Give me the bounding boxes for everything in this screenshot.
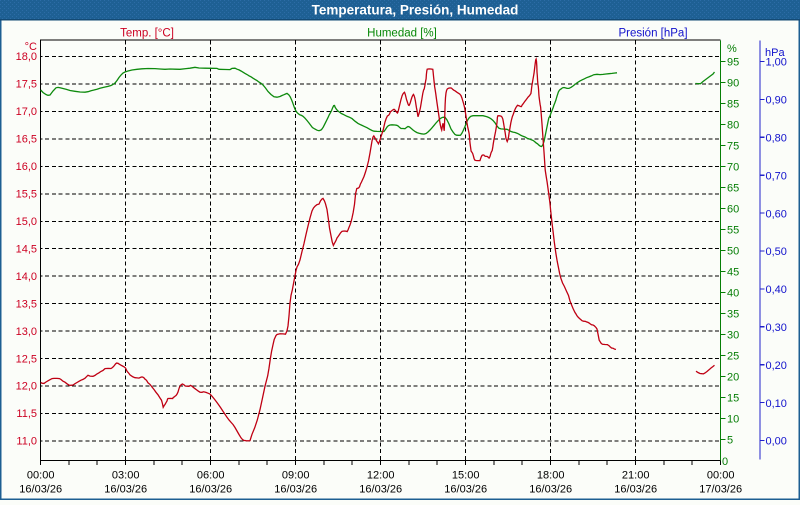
svg-text:21:00: 21:00	[622, 470, 650, 482]
svg-text:16/03/26: 16/03/26	[444, 484, 487, 496]
svg-text:15:00: 15:00	[452, 470, 480, 482]
svg-text:0,40: 0,40	[766, 284, 787, 296]
svg-text:65: 65	[727, 183, 739, 195]
svg-text:13,5: 13,5	[16, 298, 37, 310]
svg-text:0: 0	[722, 456, 728, 468]
svg-text:16/03/26: 16/03/26	[19, 484, 62, 496]
svg-text:25: 25	[727, 351, 739, 363]
svg-text:40: 40	[727, 288, 739, 300]
svg-text:0,00: 0,00	[766, 436, 787, 448]
svg-text:15,5: 15,5	[16, 189, 37, 201]
svg-text:13,0: 13,0	[16, 326, 37, 338]
svg-text:90: 90	[727, 78, 739, 90]
svg-text:15,0: 15,0	[16, 216, 37, 228]
svg-text:16/03/26: 16/03/26	[529, 484, 572, 496]
svg-text:0,20: 0,20	[766, 360, 787, 372]
svg-text:35: 35	[727, 309, 739, 321]
svg-text:15: 15	[727, 393, 739, 405]
svg-text:70: 70	[727, 162, 739, 174]
svg-text:Humedad [%]: Humedad [%]	[367, 28, 437, 40]
svg-text:17,5: 17,5	[16, 79, 37, 91]
svg-text:00:00: 00:00	[707, 470, 735, 482]
svg-text:20: 20	[727, 372, 739, 384]
svg-text:03:00: 03:00	[112, 470, 140, 482]
svg-text:0,50: 0,50	[766, 246, 787, 258]
svg-text:0,90: 0,90	[766, 95, 787, 107]
svg-text:%: %	[727, 43, 737, 55]
svg-text:11,5: 11,5	[16, 408, 37, 420]
svg-text:0,80: 0,80	[766, 133, 787, 145]
svg-text:60: 60	[727, 204, 739, 216]
svg-text:5: 5	[727, 435, 733, 447]
svg-text:85: 85	[727, 99, 739, 111]
svg-text:45: 45	[727, 267, 739, 279]
svg-text:09:00: 09:00	[282, 470, 310, 482]
svg-text:0,10: 0,10	[766, 398, 787, 410]
svg-text:Presión [hPa]: Presión [hPa]	[618, 28, 687, 40]
svg-text:75: 75	[727, 141, 739, 153]
svg-text:Temperatura, Presión, Humedad: Temperatura, Presión, Humedad	[312, 3, 519, 18]
svg-text:12,0: 12,0	[16, 381, 37, 393]
svg-text:50: 50	[727, 246, 739, 258]
svg-text:17/03/26: 17/03/26	[699, 484, 742, 496]
svg-text:06:00: 06:00	[197, 470, 225, 482]
svg-text:18:00: 18:00	[537, 470, 565, 482]
svg-text:17,0: 17,0	[16, 106, 37, 118]
svg-text:12,5: 12,5	[16, 353, 37, 365]
svg-text:12:00: 12:00	[367, 470, 395, 482]
svg-text:hPa: hPa	[765, 47, 785, 59]
svg-text:0,60: 0,60	[766, 208, 787, 220]
svg-text:00:00: 00:00	[27, 470, 55, 482]
svg-text:11,0: 11,0	[16, 436, 37, 448]
svg-text:95: 95	[727, 57, 739, 69]
svg-text:16,0: 16,0	[16, 161, 37, 173]
svg-text:16/03/26: 16/03/26	[274, 484, 317, 496]
svg-text:Temp. [°C]: Temp. [°C]	[120, 28, 174, 40]
svg-text:30: 30	[727, 330, 739, 342]
svg-text:16/03/26: 16/03/26	[189, 484, 232, 496]
svg-text:14,0: 14,0	[16, 271, 37, 283]
svg-text:0,70: 0,70	[766, 170, 787, 182]
svg-text:18,0: 18,0	[16, 51, 37, 63]
svg-text:14,5: 14,5	[16, 243, 37, 255]
svg-text:°C: °C	[25, 41, 37, 53]
svg-text:55: 55	[727, 225, 739, 237]
svg-text:16/03/26: 16/03/26	[104, 484, 147, 496]
svg-text:1,00: 1,00	[766, 57, 787, 69]
svg-text:16/03/26: 16/03/26	[359, 484, 402, 496]
svg-text:0,30: 0,30	[766, 322, 787, 334]
svg-text:10: 10	[727, 414, 739, 426]
svg-text:16,5: 16,5	[16, 134, 37, 146]
svg-text:16/03/26: 16/03/26	[614, 484, 657, 496]
svg-text:80: 80	[727, 120, 739, 132]
